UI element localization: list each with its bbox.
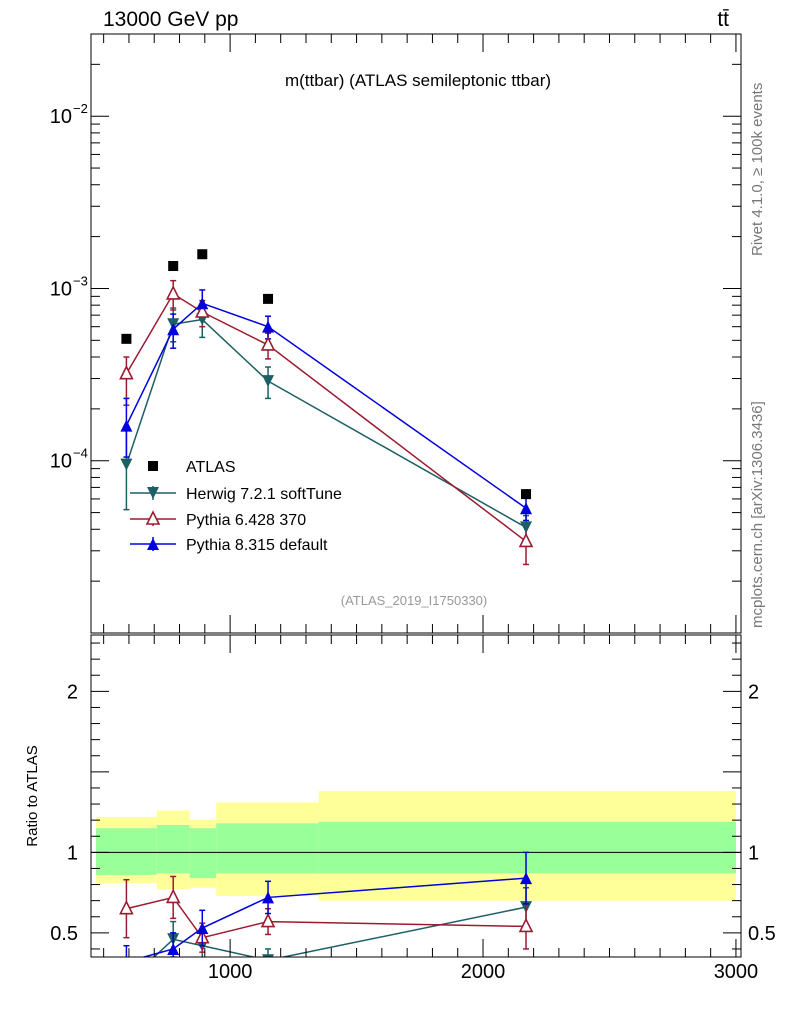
legend-label: Pythia 6.428 370	[186, 512, 306, 529]
ratio-data-point	[167, 942, 180, 955]
y-tick-exponent: −4	[73, 446, 88, 461]
mcplots-label: mcplots.cern.ch [arXiv:1306.3436]	[749, 401, 766, 628]
ratio-data-point	[260, 912, 276, 928]
y-tick-exponent: −2	[73, 101, 88, 116]
legend: ATLAS Herwig 7.2.1 softTune Pythia 6.428 3…	[130, 459, 342, 554]
ratio-band-inner	[216, 823, 319, 874]
data-point	[167, 323, 180, 336]
ratio-tick-label-right: 2	[748, 681, 759, 703]
x-tick-label: 1000	[208, 961, 253, 983]
data-point	[262, 320, 275, 333]
process-label: tt̄	[717, 8, 729, 31]
main-frame-box	[90, 33, 742, 634]
analysis-id: (ATLAS_2019_I1750330)	[341, 593, 487, 608]
data-point	[262, 375, 275, 388]
y-tick-label: 10	[50, 278, 72, 300]
data-point	[260, 336, 276, 351]
ratio-data-point	[518, 917, 534, 933]
ratio-data-point	[520, 872, 533, 885]
data-point	[194, 303, 210, 318]
ratio-data-point	[165, 888, 181, 904]
ratio-data-point	[120, 977, 132, 989]
ratio-series-line	[126, 896, 527, 939]
x-tick-label: 3000	[714, 961, 759, 983]
data-point	[196, 297, 209, 310]
data-point	[518, 532, 534, 548]
legend-label: ATLAS	[186, 459, 236, 476]
legend-marker	[147, 487, 159, 499]
atlas-data-point	[263, 293, 274, 304]
ratio-series-layer	[119, 851, 534, 989]
ratio-data-point	[262, 891, 275, 904]
x-tick-label: 2000	[461, 961, 506, 983]
legend-label: Herwig 7.2.1 softTune	[186, 486, 342, 503]
data-point	[520, 502, 533, 515]
legend-label: Pythia 8.315 default	[186, 537, 328, 554]
legend-marker	[148, 461, 158, 471]
legend-marker	[147, 538, 159, 550]
ratio-frame: 1000 2000 3000 0.5 0.5 1 1 2 2	[50, 634, 776, 983]
main-frame: 10−210−310−4	[50, 33, 742, 634]
ratio-tick-label-left: 0.5	[50, 923, 78, 945]
series-line	[125, 302, 527, 509]
y-tick-exponent: −3	[73, 273, 88, 288]
ratio-tick-label-right: 1	[748, 842, 759, 864]
atlas-data-point	[197, 249, 208, 260]
energy-label: 13000 GeV pp	[103, 8, 238, 31]
ratio-band-inner	[96, 828, 157, 875]
ratio-data-point	[262, 954, 275, 957]
ratio-band-inner	[189, 828, 217, 879]
ratio-data-point	[125, 955, 127, 957]
ratio-axis-label: Ratio to ATLAS	[24, 745, 41, 846]
ratio-data-point	[119, 899, 134, 915]
legend-marker	[145, 510, 161, 525]
plot-title: m(ttbar) (ATLAS semileptonic ttbar)	[285, 71, 551, 90]
series-line	[125, 292, 527, 543]
ratio-tick-label-right: 0.5	[748, 923, 776, 945]
data-point	[120, 419, 133, 432]
atlas-data-point	[521, 489, 532, 500]
ratio-frame-box	[90, 634, 742, 958]
data-point	[119, 364, 134, 380]
ratio-data-point	[196, 922, 209, 935]
ratio-tick-label-left: 2	[67, 681, 78, 703]
ratio-band-inner	[318, 821, 736, 874]
y-tick-label: 10	[50, 106, 72, 128]
ratio-band-inner	[156, 824, 190, 874]
ratio-bands	[91, 791, 741, 901]
y-tick-label: 10	[50, 451, 72, 473]
ratio-tick-label-left: 1	[67, 842, 78, 864]
data-point	[520, 521, 533, 534]
data-point	[120, 458, 133, 471]
main-series-layer	[119, 249, 534, 566]
atlas-data-point	[121, 333, 132, 344]
atlas-data-point	[168, 261, 179, 272]
rivet-version-label: Rivet 4.1.0, ≥ 100k events	[749, 83, 766, 256]
data-point	[165, 285, 181, 300]
